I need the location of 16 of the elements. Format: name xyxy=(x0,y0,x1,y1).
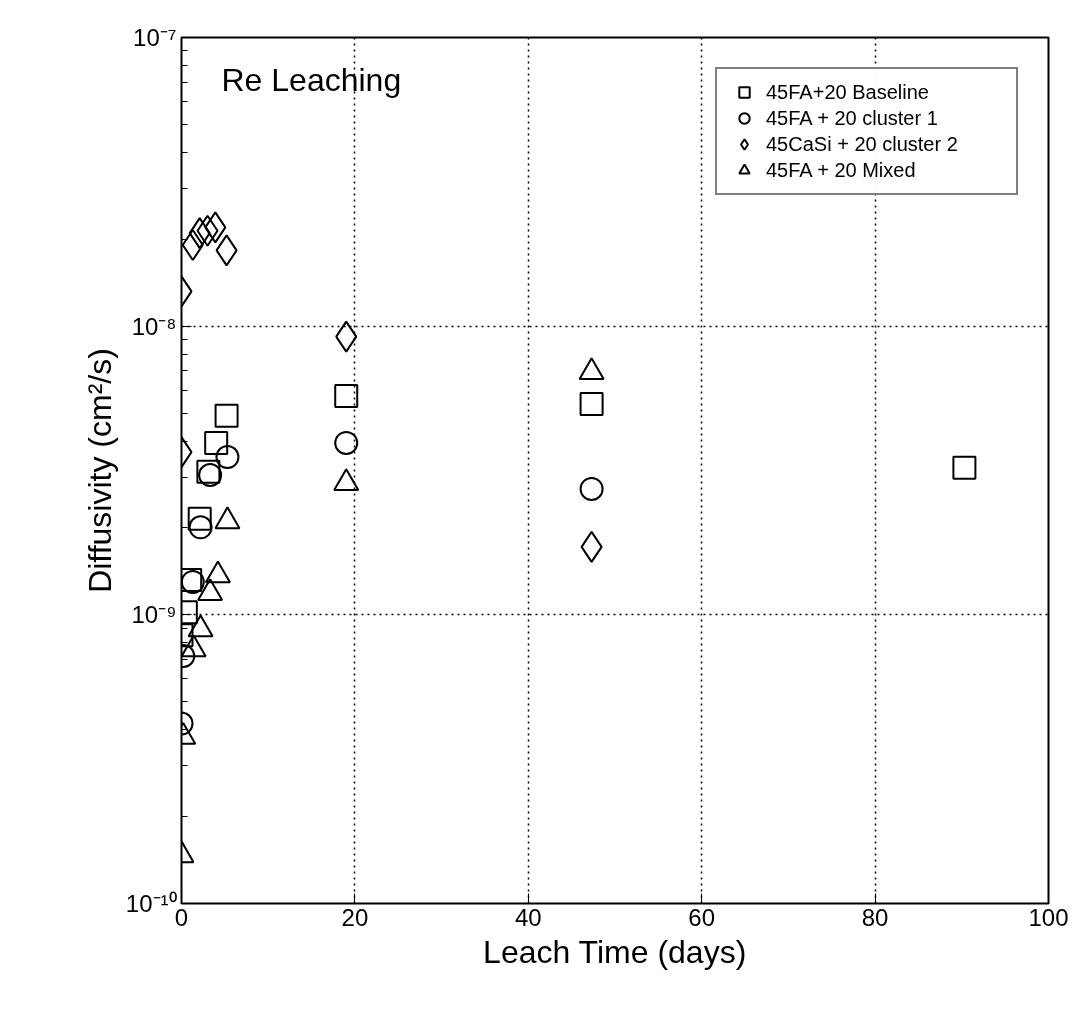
y-tick-label: 10⁻⁷ xyxy=(133,24,177,51)
x-tick-label: 20 xyxy=(341,903,369,931)
x-tick-label: 100 xyxy=(1028,903,1069,931)
y-tick-label: 10⁻⁸ xyxy=(131,312,177,340)
y-axis-title: Diffusivity (cm²/s) xyxy=(81,348,118,593)
text: Re Leaching xyxy=(221,61,402,98)
legend-label: 45FA + 20 Mixed xyxy=(766,158,917,182)
x-tick-label: 80 xyxy=(861,903,889,931)
x-tick-label: 40 xyxy=(514,903,542,931)
y-tick-label: 10⁻⁹ xyxy=(131,601,177,629)
legend-label: 45FA + 20 cluster 1 xyxy=(766,106,939,130)
x-tick-label: 0 xyxy=(174,903,189,931)
x-tick-label: 60 xyxy=(688,903,716,931)
legend-label: 45CaSi + 20 cluster 2 xyxy=(766,132,959,156)
legend-label: 45FA+20 Baseline xyxy=(766,80,930,104)
x-axis-title: Leach Time (days) xyxy=(483,933,747,970)
